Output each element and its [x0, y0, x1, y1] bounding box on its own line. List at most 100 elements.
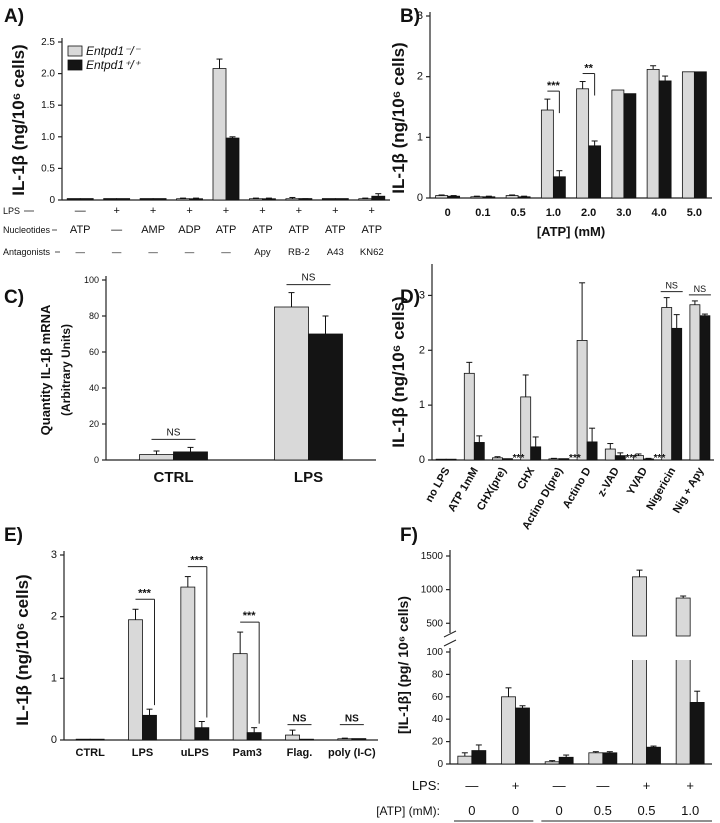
panel-f-ytick-label: 1000 — [421, 585, 444, 596]
panel-e-bar-ko — [285, 734, 300, 741]
panel-b-xtick-label: 0.1 — [475, 207, 490, 219]
panel-b-xtick-label: 0 — [445, 207, 451, 219]
panel-c-xtick-label: CTRL — [154, 469, 194, 486]
panel-a-bar-ko — [139, 198, 154, 200]
panel-d-bar-ko — [435, 458, 447, 461]
panel-a-bar-wt — [262, 198, 276, 201]
panel-b-ytick-label: 3 — [417, 10, 423, 22]
panel-c-bar-ko — [274, 306, 309, 461]
panel-b-significance-label: *** — [547, 80, 561, 92]
panel-f-bar-ko — [675, 643, 691, 765]
panel-a-row-cell: KN62 — [360, 247, 384, 258]
panel-d-label: D) — [400, 287, 420, 308]
panel-a-row-cell: + — [296, 205, 302, 217]
panel-a-bar-wt — [334, 198, 349, 200]
panel-f-bar-break-gap — [675, 642, 692, 660]
panel-e-ylabel: IL-1β (ng/10⁶ cells) — [13, 574, 32, 725]
panel-e-significance-label: *** — [138, 587, 152, 599]
panel-a-row-cell: — — [75, 247, 85, 258]
panel-d-bar-wt — [502, 458, 513, 460]
legend-ko-swatch — [67, 45, 83, 57]
panel-f-row-cell: 0.5 — [594, 803, 612, 818]
panel-f-row-label: [ATP] (mM): — [376, 804, 440, 818]
panel-d-ytick-label: 1 — [419, 399, 425, 411]
panel-f-ytick-label: 500 — [426, 618, 443, 629]
panel-a-row-cell: — — [221, 247, 231, 258]
panel-d-bar-wt — [643, 458, 654, 461]
panel-d-significance-label: NS — [694, 284, 707, 294]
panel-b-bar-wt — [588, 145, 602, 199]
panel-b-xtick-label: 4.0 — [651, 207, 666, 219]
panel-a-row-cell: ATP — [325, 224, 346, 236]
panel-b-ylabel: IL-1β (ng/10⁶ cells) — [389, 42, 408, 193]
panel-f-bar-wt — [602, 752, 618, 765]
panel-a-ytick-label: 2.0 — [41, 69, 55, 80]
panel-b-xtick-label: 3.0 — [616, 207, 631, 219]
panel-f-ytick-label: 40 — [432, 714, 444, 725]
panel-e-significance-label: *** — [190, 555, 204, 567]
panel-a-row-cell: + — [259, 205, 265, 217]
panel-e-ytick-label: 2 — [51, 611, 57, 623]
panel-f-row-cell: 0.5 — [637, 803, 655, 818]
panel-e-bar-wt — [142, 714, 157, 741]
panel-e-bar-wt — [89, 738, 105, 741]
panel-a-label: A) — [4, 6, 24, 27]
panel-d-bar-ko — [604, 448, 616, 461]
panel-d-bar-wt — [473, 442, 485, 461]
panel-a-row-cell: Apy — [254, 247, 271, 258]
panel-a-row-cell: + — [113, 205, 119, 217]
panel-b-bar-wt — [447, 195, 461, 199]
panel-a-bar-ko — [176, 198, 190, 201]
panel-e-xtick-label: CTRL — [76, 747, 106, 759]
panel-a-row-label: Antagonists — [3, 247, 51, 257]
panel-a-row-cell: + — [150, 205, 156, 217]
panel-a-row-cell: ADP — [178, 224, 201, 236]
panel-d-xtick-label: CHX — [515, 465, 537, 492]
panel-c-ytick-label: 40 — [89, 383, 99, 393]
panel-b-label: B) — [400, 6, 420, 27]
panel-d-bar-ko — [463, 372, 475, 461]
panel-f-row-cell: + — [512, 778, 520, 793]
panel-a-bar-ko — [285, 198, 300, 201]
panel-b-bar-wt — [693, 71, 707, 199]
panel-e-label: E) — [4, 525, 23, 546]
panel-b-ytick-label: 1 — [417, 131, 423, 143]
panel-e-bar-ko — [128, 619, 143, 741]
panel-a-row-cell: — — [75, 205, 86, 217]
panel-a-row-cell: + — [223, 205, 229, 217]
panel-f-bar-ko — [588, 752, 604, 765]
panel-d-significance-label: *** — [625, 453, 637, 464]
panel-c-significance-label: NS — [167, 427, 181, 438]
panel-b-bar-ko — [540, 109, 554, 199]
panel-f-row-cell: — — [596, 778, 609, 793]
panel-f-bar-break-gap — [631, 642, 648, 660]
panel-d-bar-ko — [689, 304, 701, 461]
legend-ko-label: Entpd1⁻/⁻ — [86, 44, 142, 58]
panel-f-axis-break-mark — [443, 639, 457, 647]
panel-a-row-cell: ATP — [252, 224, 273, 236]
panel-a-bar-ko — [212, 68, 227, 201]
panel-d-significance-label: NS — [665, 281, 678, 291]
panel-e-xtick-label: poly (I-C) — [328, 747, 376, 759]
panel-a-ytick-label: 2.5 — [41, 37, 55, 48]
panel-b-bar-ko — [435, 195, 449, 199]
panel-a-bar-wt — [79, 198, 94, 200]
panel-b-ytick-label: 2 — [417, 71, 423, 83]
panel-a-row-cell: ATP — [216, 224, 237, 236]
panel-e-bar-wt — [351, 738, 367, 740]
panel-f-label: F) — [400, 525, 418, 546]
panel-e-ytick-label: 1 — [51, 672, 57, 684]
panel-b-xlabel: [ATP] (mM) — [537, 224, 605, 239]
panel-a-ytick-label: 0 — [49, 195, 55, 206]
panel-a-row-cell: + — [186, 205, 192, 217]
panel-c-significance-label: NS — [302, 273, 316, 284]
panel-b-xtick-label: 0.5 — [510, 207, 525, 219]
panel-b-bar-ko — [646, 68, 660, 199]
panel-a-row-cell: — — [148, 247, 158, 258]
panel-c-ytick-label: 100 — [84, 275, 99, 285]
panel-b-bar-ko — [681, 71, 695, 199]
panel-e-ytick-label: 3 — [51, 549, 57, 561]
panel-d-significance-label: *** — [569, 453, 581, 464]
panel-d-significance-label: *** — [654, 453, 666, 464]
